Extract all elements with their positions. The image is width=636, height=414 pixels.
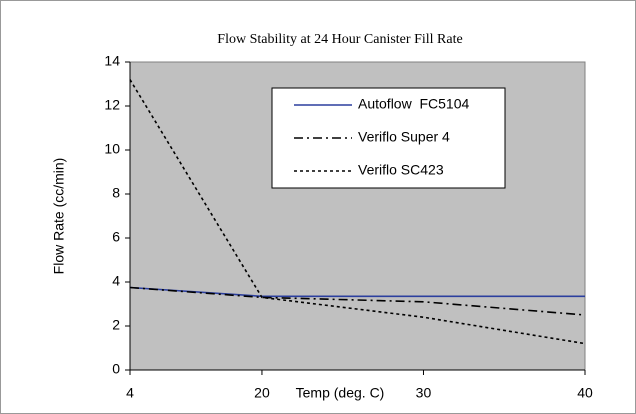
y-tick-label: 6 (112, 229, 120, 245)
x-tick-label: 20 (254, 385, 270, 401)
chart-title: Flow Stability at 24 Hour Canister Fill … (217, 32, 462, 47)
y-tick-label: 8 (112, 185, 120, 201)
series-line (129, 286, 586, 316)
y-axis-title: Flow Rate (cc/min) (51, 158, 67, 275)
x-tick-label: 4 (126, 385, 134, 401)
series-line (129, 79, 586, 345)
legend-label: Veriflo Super 4 (358, 129, 450, 145)
legend-label: Autoflow FC5104 (358, 96, 469, 112)
series-line (129, 286, 585, 298)
y-tick-label: 0 (112, 361, 120, 377)
y-tick-label: 2 (112, 317, 120, 333)
x-tick-label: 30 (416, 385, 432, 401)
x-tick-label: 40 (577, 385, 593, 401)
legend-label: Veriflo SC423 (358, 162, 444, 178)
x-axis-title: Temp (deg. C) (296, 385, 385, 401)
y-tick-label: 4 (112, 273, 120, 289)
y-tick-label: 12 (104, 97, 120, 113)
y-tick-label: 10 (104, 141, 120, 157)
y-tick-label: 14 (104, 53, 120, 69)
